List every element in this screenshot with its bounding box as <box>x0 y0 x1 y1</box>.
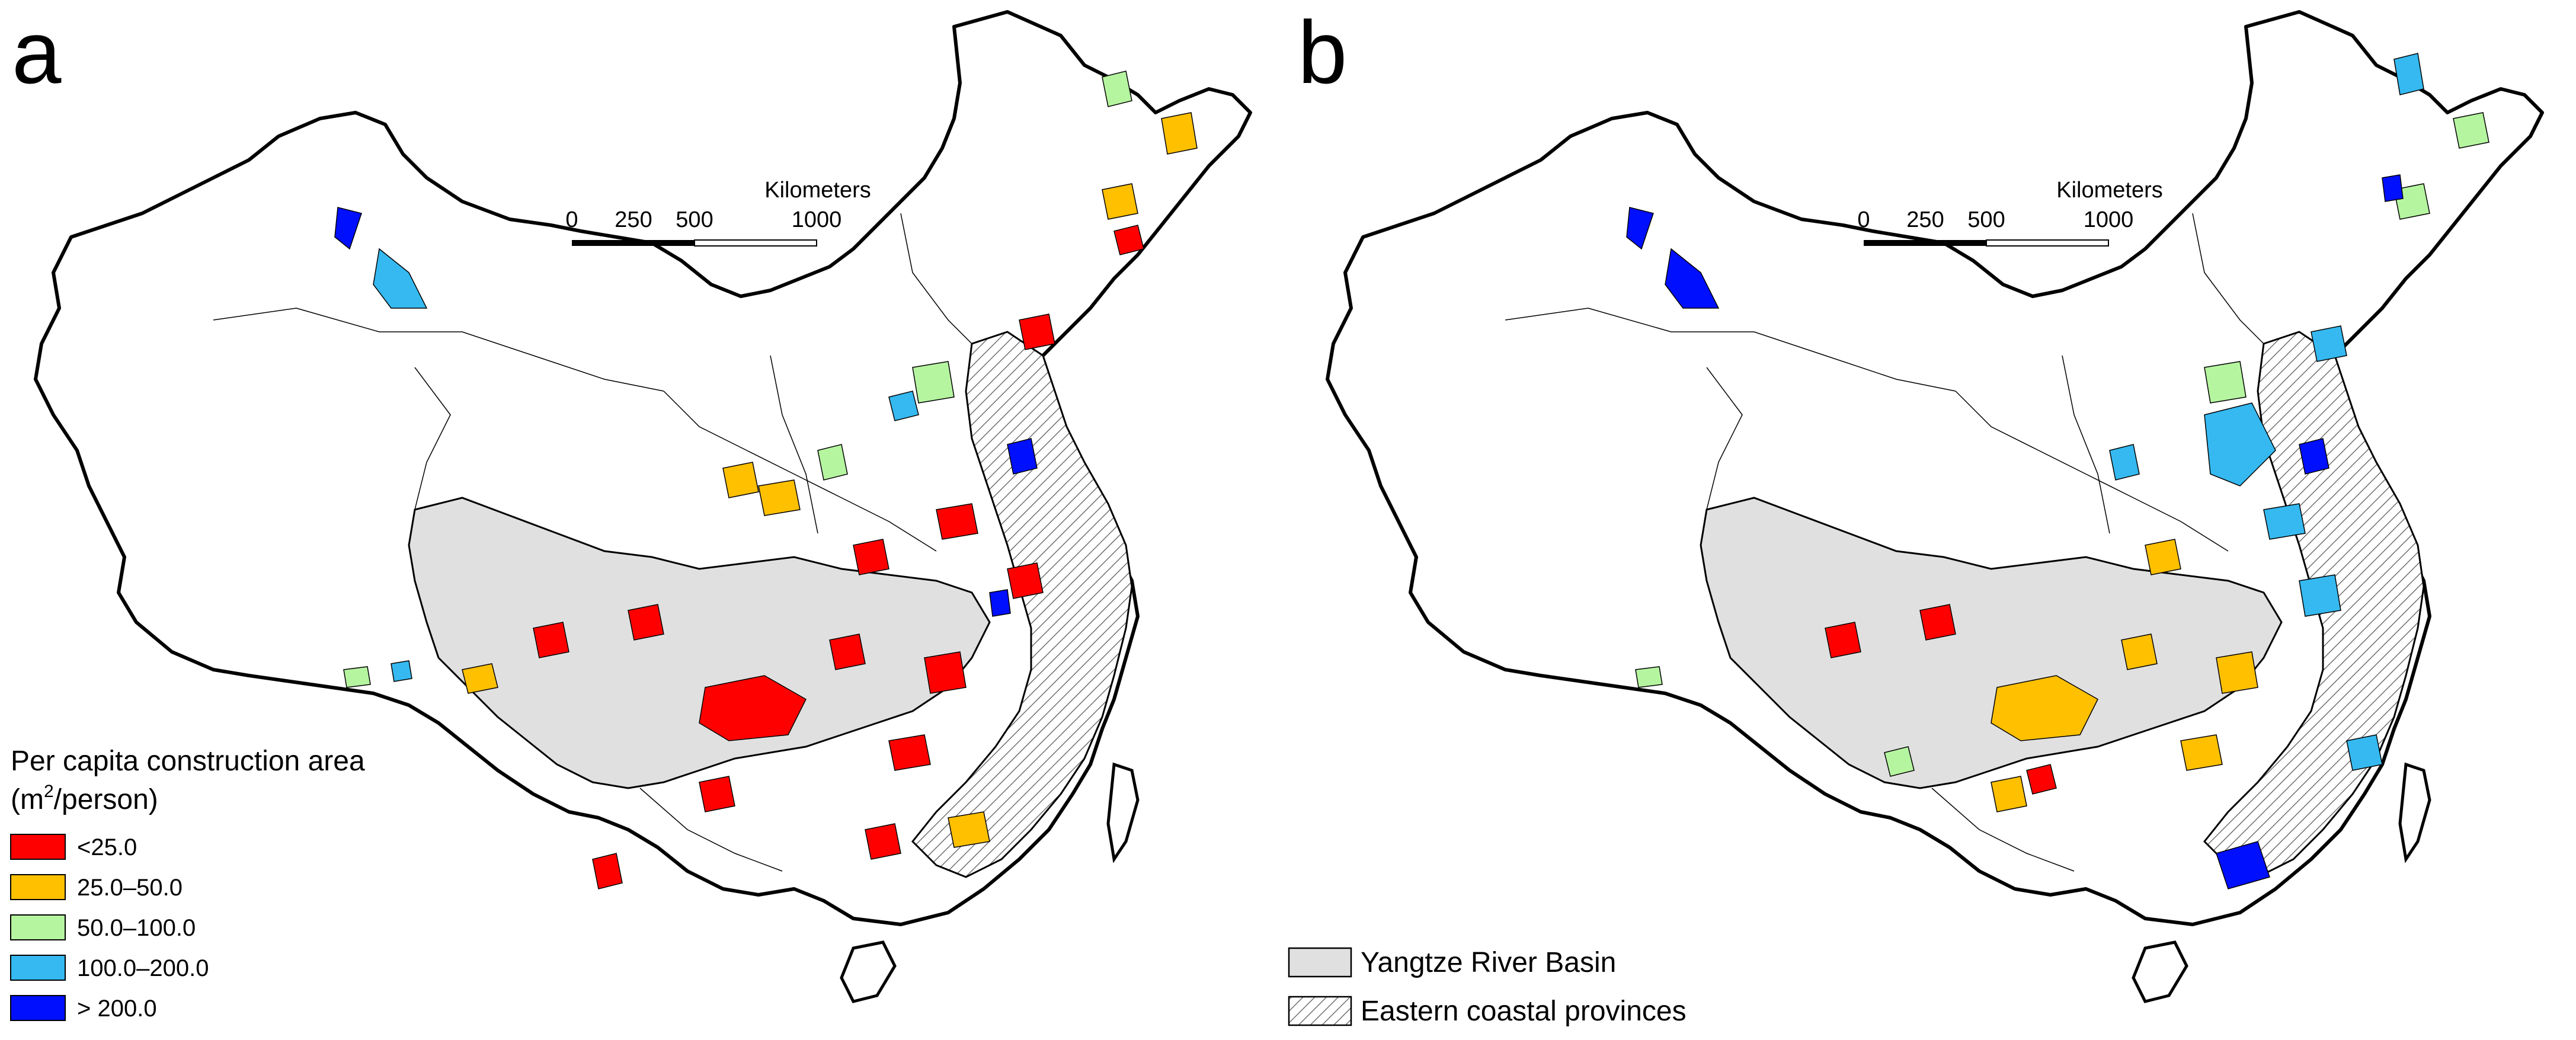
panel-b: b <box>1298 2 2542 1001</box>
scale-bar-b: Kilometers 0 250 500 1000 <box>1857 178 2163 247</box>
scale-bar-solid-b <box>1864 240 1986 246</box>
scale-bar-solid-a <box>572 240 695 246</box>
scale-tick-label-b-1: 250 <box>1906 207 1944 232</box>
region-legend-background <box>1280 930 1766 1040</box>
region-legend: Yangtze River Basin Eastern coastal prov… <box>1280 930 1766 1040</box>
legend-swatch <box>10 995 66 1021</box>
panel-label-b: b <box>1298 2 1347 102</box>
scale-tick-label-a-1: 250 <box>615 207 652 232</box>
scale-bar-hollow-a <box>694 239 817 247</box>
density-legend: Per capita construction area (m2/person)… <box>0 735 439 1040</box>
scale-tick-label-a-2: 500 <box>676 207 713 232</box>
scale-bar-title-a: Kilometers <box>764 178 871 203</box>
legend-swatch <box>10 834 66 860</box>
panel-a: a <box>12 2 1250 1001</box>
legend-label: 50.0–100.0 <box>77 915 196 941</box>
legend-item-lt25: <25.0 <box>10 834 137 860</box>
scale-tick-label-b-0: 0 <box>1857 207 1870 232</box>
scale-bar-a: Kilometers 0 250 500 1000 <box>565 178 871 247</box>
legend-label: 100.0–200.0 <box>77 955 209 981</box>
legend-swatch-yangtze <box>1288 947 1352 978</box>
panel-label-a: a <box>12 2 62 102</box>
scale-bar-title-b: Kilometers <box>2056 178 2163 203</box>
legend-item-yangtze-river-basin: Yangtze River Basin <box>1288 947 1616 978</box>
scale-tick-label-a-3: 1000 <box>792 207 842 232</box>
legend-label: 25.0–50.0 <box>77 875 183 901</box>
china-map-b <box>1327 12 2542 1001</box>
scale-bar-hollow-b <box>1986 239 2109 247</box>
legend-swatch-coastal <box>1288 996 1352 1026</box>
legend-swatch <box>10 914 66 940</box>
city-patches-b <box>1626 53 2489 889</box>
legend-label: <25.0 <box>77 834 137 860</box>
legend-label-coastal: Eastern coastal provinces <box>1361 996 1687 1027</box>
legend-item-25-50: 25.0–50.0 <box>10 874 183 901</box>
city-patches-a <box>334 71 1198 889</box>
legend-item-gt200: > 200.0 <box>10 995 157 1022</box>
legend-swatch <box>10 874 66 900</box>
legend-swatch <box>10 955 66 981</box>
scale-tick-label-a-0: 0 <box>565 207 578 232</box>
density-legend-title: Per capita construction area <box>11 745 365 777</box>
legend-label-yangtze: Yangtze River Basin <box>1361 947 1616 978</box>
legend-item-50-100: 50.0–100.0 <box>10 914 196 941</box>
scale-tick-label-b-2: 500 <box>1967 207 2005 232</box>
density-legend-background <box>0 735 439 1040</box>
legend-item-eastern-coastal: Eastern coastal provinces <box>1288 996 1687 1027</box>
legend-item-100-200: 100.0–200.0 <box>10 955 209 981</box>
density-legend-unit: (m2/person) <box>11 782 158 815</box>
scale-tick-label-b-3: 1000 <box>2084 207 2134 232</box>
legend-label: > 200.0 <box>77 996 157 1022</box>
